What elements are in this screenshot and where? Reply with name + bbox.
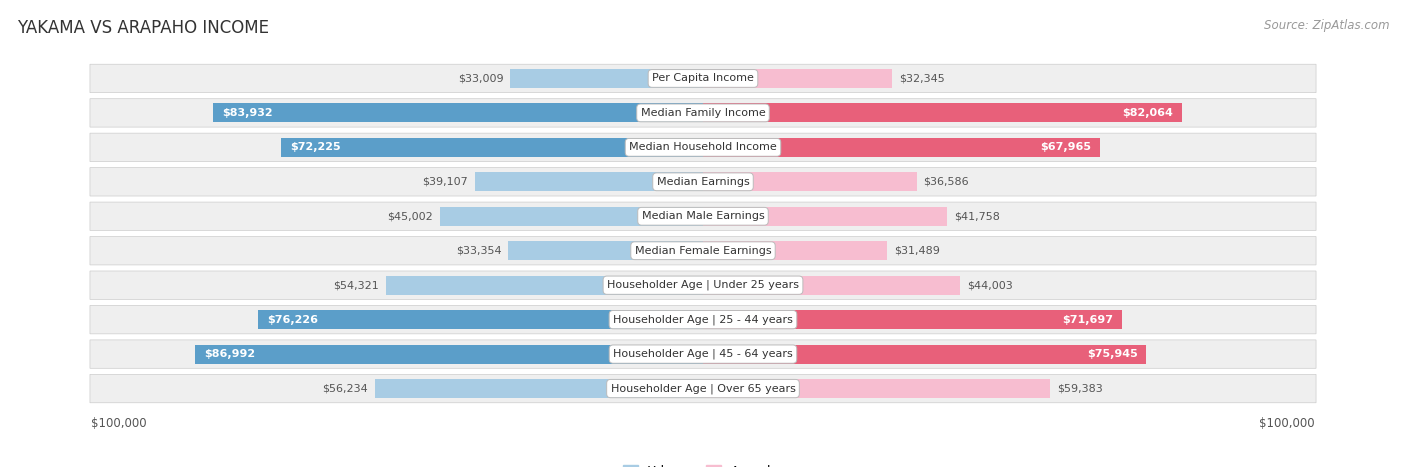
Bar <box>703 172 917 191</box>
Bar <box>703 138 1099 157</box>
Text: $41,758: $41,758 <box>953 211 1000 221</box>
Bar <box>475 172 703 191</box>
Legend: Yakama, Arapaho: Yakama, Arapaho <box>617 460 789 467</box>
Bar <box>703 207 946 226</box>
Text: $45,002: $45,002 <box>388 211 433 221</box>
Text: $36,586: $36,586 <box>924 177 969 187</box>
Text: Median Family Income: Median Family Income <box>641 108 765 118</box>
Text: Householder Age | Over 65 years: Householder Age | Over 65 years <box>610 383 796 394</box>
Bar <box>703 103 1182 122</box>
FancyBboxPatch shape <box>90 133 1316 162</box>
Text: $32,345: $32,345 <box>898 73 945 84</box>
Bar <box>508 241 703 260</box>
Bar <box>374 379 703 398</box>
Text: Householder Age | 25 - 44 years: Householder Age | 25 - 44 years <box>613 314 793 325</box>
Text: Per Capita Income: Per Capita Income <box>652 73 754 84</box>
FancyBboxPatch shape <box>90 202 1316 231</box>
FancyBboxPatch shape <box>90 340 1316 368</box>
Text: $82,064: $82,064 <box>1122 108 1174 118</box>
Bar <box>195 345 703 364</box>
FancyBboxPatch shape <box>90 271 1316 299</box>
Bar <box>703 379 1050 398</box>
Bar <box>257 310 703 329</box>
Bar <box>440 207 703 226</box>
Text: Median Household Income: Median Household Income <box>628 142 778 152</box>
FancyBboxPatch shape <box>90 168 1316 196</box>
Text: $56,234: $56,234 <box>322 383 368 394</box>
Text: $39,107: $39,107 <box>422 177 468 187</box>
Text: Householder Age | Under 25 years: Householder Age | Under 25 years <box>607 280 799 290</box>
Bar <box>385 276 703 295</box>
Text: $86,992: $86,992 <box>204 349 254 359</box>
Text: $33,354: $33,354 <box>456 246 502 256</box>
Bar <box>703 241 887 260</box>
Text: $83,932: $83,932 <box>222 108 273 118</box>
FancyBboxPatch shape <box>90 305 1316 334</box>
Text: $54,321: $54,321 <box>333 280 378 290</box>
Text: Median Female Earnings: Median Female Earnings <box>634 246 772 256</box>
Bar <box>212 103 703 122</box>
Text: Source: ZipAtlas.com: Source: ZipAtlas.com <box>1264 19 1389 32</box>
FancyBboxPatch shape <box>90 64 1316 92</box>
Bar <box>510 69 703 88</box>
Text: $75,945: $75,945 <box>1087 349 1137 359</box>
Text: $76,226: $76,226 <box>267 315 318 325</box>
Bar <box>703 276 960 295</box>
Text: YAKAMA VS ARAPAHO INCOME: YAKAMA VS ARAPAHO INCOME <box>17 19 269 37</box>
Text: Median Male Earnings: Median Male Earnings <box>641 211 765 221</box>
Text: $33,009: $33,009 <box>457 73 503 84</box>
Text: $72,225: $72,225 <box>290 142 340 152</box>
Bar <box>703 345 1146 364</box>
Bar <box>281 138 703 157</box>
Text: $44,003: $44,003 <box>967 280 1012 290</box>
Bar <box>703 69 891 88</box>
Bar <box>703 310 1122 329</box>
Text: $59,383: $59,383 <box>1057 383 1102 394</box>
Text: Householder Age | 45 - 64 years: Householder Age | 45 - 64 years <box>613 349 793 359</box>
FancyBboxPatch shape <box>90 99 1316 127</box>
Text: $67,965: $67,965 <box>1040 142 1091 152</box>
Text: $71,697: $71,697 <box>1062 315 1112 325</box>
FancyBboxPatch shape <box>90 236 1316 265</box>
FancyBboxPatch shape <box>90 375 1316 403</box>
Text: $31,489: $31,489 <box>894 246 939 256</box>
Text: Median Earnings: Median Earnings <box>657 177 749 187</box>
